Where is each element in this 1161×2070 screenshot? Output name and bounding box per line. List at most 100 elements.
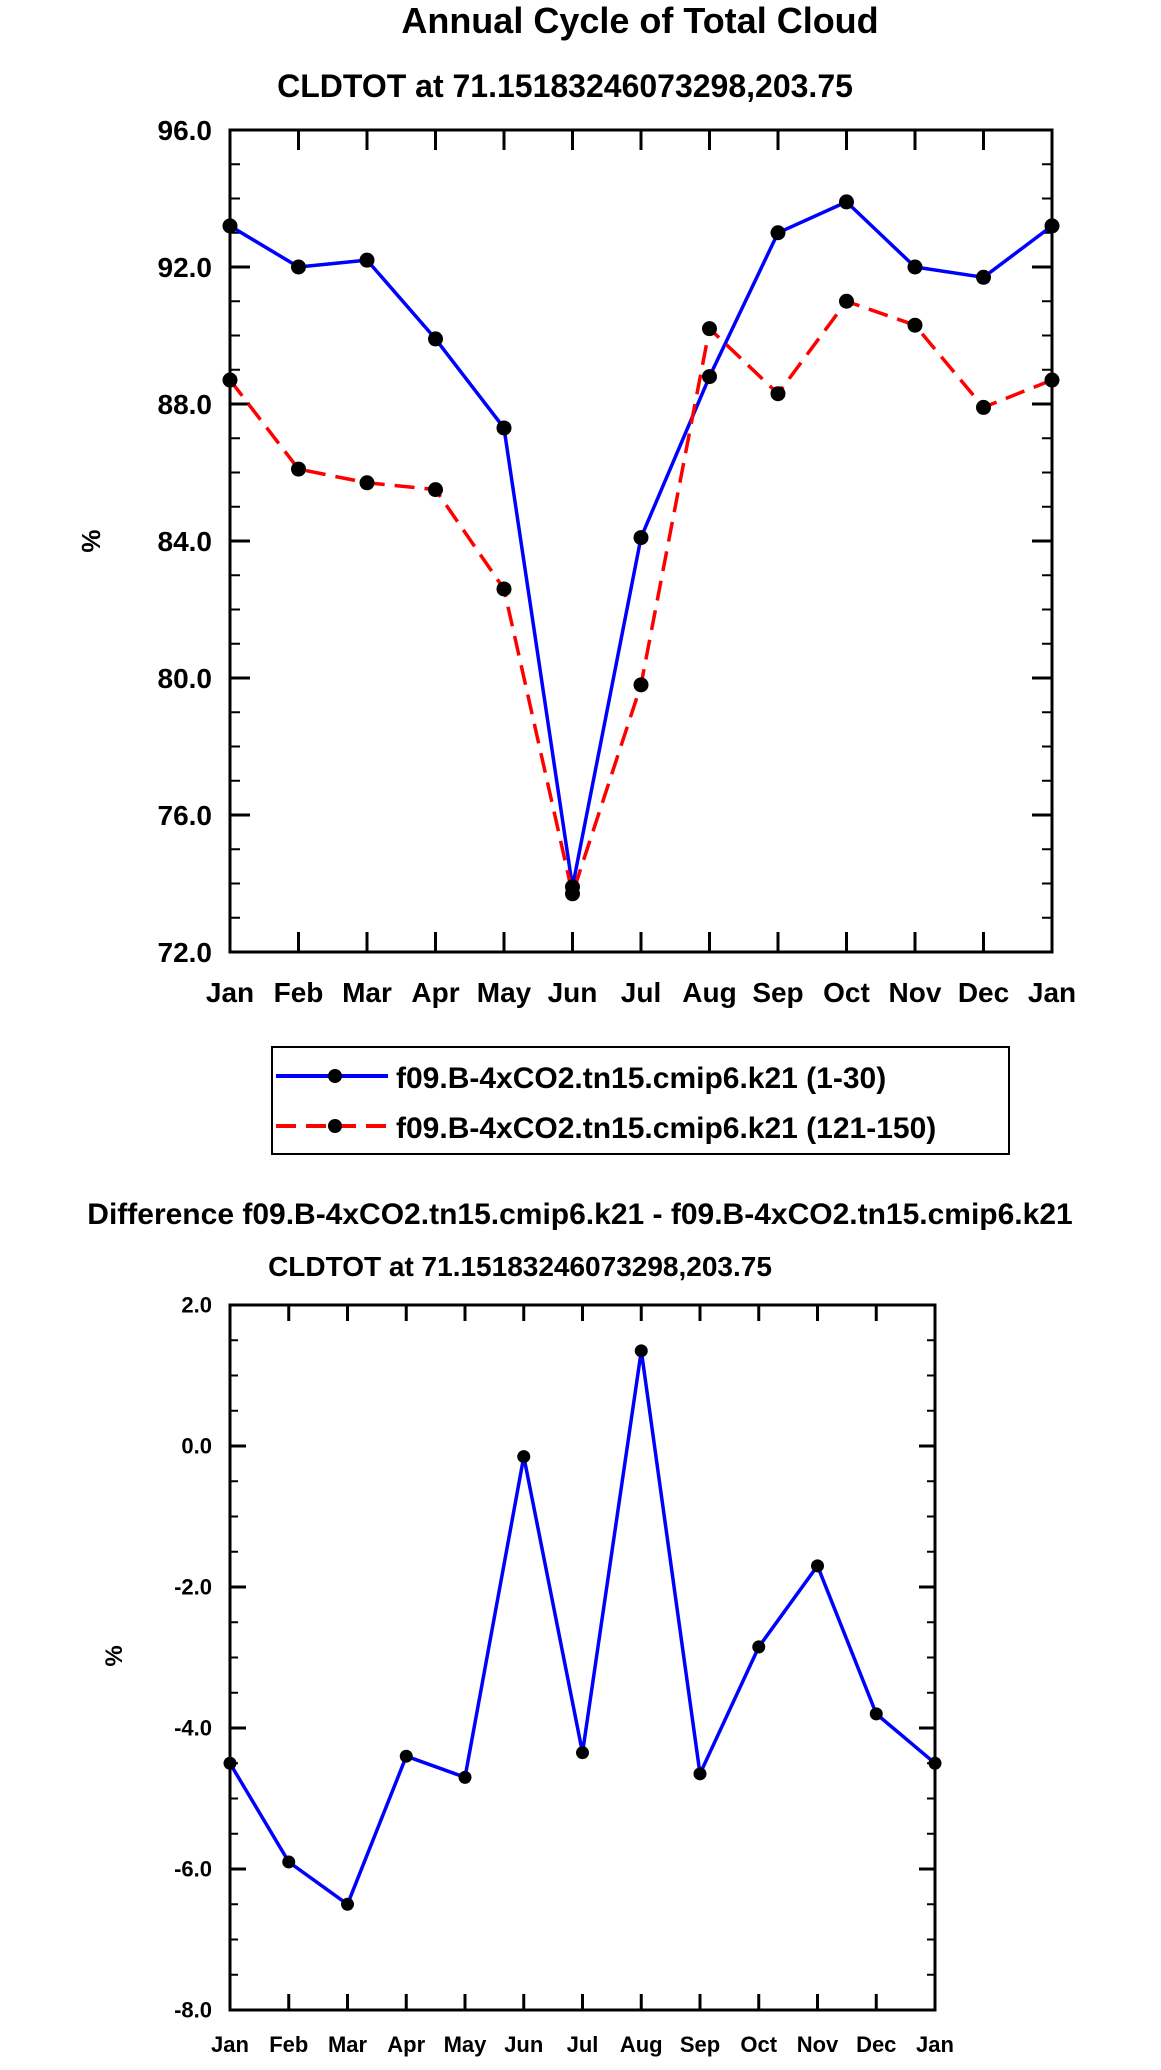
- series-line-2: [228, 299, 1053, 896]
- y-tick-label: 0.0: [181, 1434, 212, 1459]
- legend-label-series-2: f09.B-4xCO2.tn15.cmip6.k21 (121-150): [396, 1112, 936, 1145]
- x-tick-label: Oct: [823, 977, 870, 1008]
- plot-frame: [228, 1303, 937, 2012]
- data-point-series-2: [976, 399, 991, 415]
- data-point-series-1: [693, 1767, 707, 1781]
- data-point-series-1: [222, 218, 238, 234]
- x-tick-label: Nov: [797, 2032, 839, 2057]
- x-tick-label: Dec: [856, 2032, 896, 2057]
- x-tick-label: Jun: [548, 977, 598, 1008]
- data-point-series-2: [633, 677, 649, 693]
- data-point-series-1: [458, 1770, 472, 1784]
- y-tick-label: 76.0: [158, 800, 213, 831]
- series-lines: [228, 200, 1054, 896]
- y-tick-label: 2.0: [181, 1293, 212, 1318]
- y-tick-label: -6.0: [174, 1857, 212, 1882]
- legend-marker-series-1: [328, 1069, 342, 1083]
- x-tick-label: Jan: [206, 977, 254, 1008]
- data-point-series-2: [565, 886, 580, 902]
- y-tick-label: -4.0: [174, 1716, 212, 1741]
- data-point-series-1: [634, 1344, 648, 1358]
- x-tick-label: Mar: [342, 977, 392, 1008]
- data-point-series-1: [770, 225, 786, 241]
- data-point-series-1: [428, 331, 443, 347]
- x-tick-label: Dec: [958, 977, 1009, 1008]
- chart-title: Difference f09.B-4xCO2.tn15.cmip6.k21 - …: [87, 1198, 1072, 1231]
- data-point-series-1: [282, 1855, 296, 1869]
- y-tick-label: 88.0: [158, 389, 213, 420]
- x-tick-label: Nov: [889, 977, 942, 1008]
- y-axis-label: %: [76, 529, 106, 552]
- data-point-series-1: [399, 1749, 413, 1763]
- data-point-series-2: [839, 293, 854, 309]
- y-axis-label: %: [101, 1645, 128, 1666]
- series-markers: [223, 1344, 942, 1911]
- y-tick-label: 80.0: [158, 663, 213, 694]
- data-point-series-1: [928, 1756, 942, 1770]
- x-tick-label: Aug: [620, 2032, 663, 2057]
- data-point-series-2: [222, 372, 238, 388]
- data-point-series-1: [1044, 218, 1060, 234]
- legend: f09.B-4xCO2.tn15.cmip6.k21 (1-30) f09.B-…: [271, 1046, 1010, 1155]
- x-tick-label: Jun: [504, 2032, 543, 2057]
- x-tick-label: Jul: [621, 977, 661, 1008]
- data-point-series-1: [976, 269, 991, 285]
- data-point-series-1: [341, 1897, 354, 1911]
- series-markers: [222, 194, 1060, 902]
- legend-box: [271, 1046, 1010, 1155]
- chart-subtitle: CLDTOT at 71.15183246073298,203.75: [268, 1251, 772, 1282]
- data-point-series-2: [359, 475, 375, 491]
- data-point-series-1: [517, 1450, 531, 1464]
- y-ticks: -8.0 -6.0 -4.0 -2.0 0.0 2.0: [174, 1293, 935, 2023]
- data-point-series-1: [702, 369, 717, 385]
- annual-cycle-panel: Annual Cycle of Total Cloud CLDTOT at 71…: [76, 0, 1076, 1008]
- data-point-series-2: [496, 581, 512, 597]
- data-point-series-1: [576, 1746, 589, 1760]
- legend-label-series-1: f09.B-4xCO2.tn15.cmip6.k21 (1-30): [396, 1062, 886, 1095]
- data-point-series-1: [811, 1559, 824, 1573]
- data-point-series-1: [869, 1707, 883, 1721]
- x-tick-label: Jan: [1028, 977, 1076, 1008]
- data-point-series-1: [496, 420, 512, 436]
- chart-subtitle: CLDTOT at 71.15183246073298,203.75: [277, 68, 853, 104]
- x-tick-label: Jan: [211, 2032, 249, 2057]
- data-point-series-1: [839, 194, 854, 210]
- data-point-series-1: [223, 1756, 237, 1770]
- x-tick-label: Mar: [328, 2032, 368, 2057]
- data-point-series-2: [770, 386, 786, 402]
- data-point-series-1: [359, 252, 375, 268]
- series-line-1: [228, 1349, 937, 1907]
- difference-panel: Difference f09.B-4xCO2.tn15.cmip6.k21 - …: [87, 1198, 1072, 2057]
- legend-marker-series-2: [328, 1119, 342, 1133]
- data-point-series-1: [907, 259, 923, 275]
- x-tick-label: Feb: [274, 977, 324, 1008]
- x-tick-label: Sep: [680, 2032, 720, 2057]
- chart-title: Annual Cycle of Total Cloud: [401, 0, 878, 41]
- y-tick-label: 92.0: [158, 252, 213, 283]
- y-tick-label: -2.0: [174, 1575, 212, 1600]
- x-tick-label: Jan: [916, 2032, 954, 2057]
- data-point-series-2: [291, 461, 306, 477]
- series-lines: [228, 1349, 937, 1907]
- x-tick-label: May: [444, 2032, 488, 2057]
- data-point-series-1: [752, 1640, 766, 1654]
- data-point-series-2: [428, 482, 443, 498]
- data-point-series-1: [291, 259, 306, 275]
- x-tick-label: Sep: [752, 977, 803, 1008]
- x-tick-label: Feb: [269, 2032, 308, 2057]
- x-tick-label: Apr: [387, 2032, 425, 2057]
- x-tick-label: May: [477, 977, 532, 1008]
- x-ticks: Jan Feb Mar Apr May Jun Jul Aug Sep Oct Nov Dec Jan: [211, 1305, 954, 2057]
- x-tick-label: Oct: [740, 2032, 777, 2057]
- x-ticks: Jan Feb Mar Apr May Jun Jul Aug Sep Oct Nov Dec Jan: [206, 130, 1076, 1008]
- data-point-series-1: [633, 530, 649, 546]
- data-point-series-2: [1044, 372, 1060, 388]
- y-ticks: 72.0 76.0 80.0 84.0 88.0 92.0 96.0: [158, 115, 1052, 968]
- y-tick-label: 96.0: [158, 115, 213, 146]
- y-tick-label: 72.0: [158, 937, 213, 968]
- x-tick-label: Aug: [682, 977, 736, 1008]
- data-point-series-2: [702, 321, 717, 337]
- x-tick-label: Jul: [567, 2032, 599, 2057]
- y-tick-label: 84.0: [158, 526, 213, 557]
